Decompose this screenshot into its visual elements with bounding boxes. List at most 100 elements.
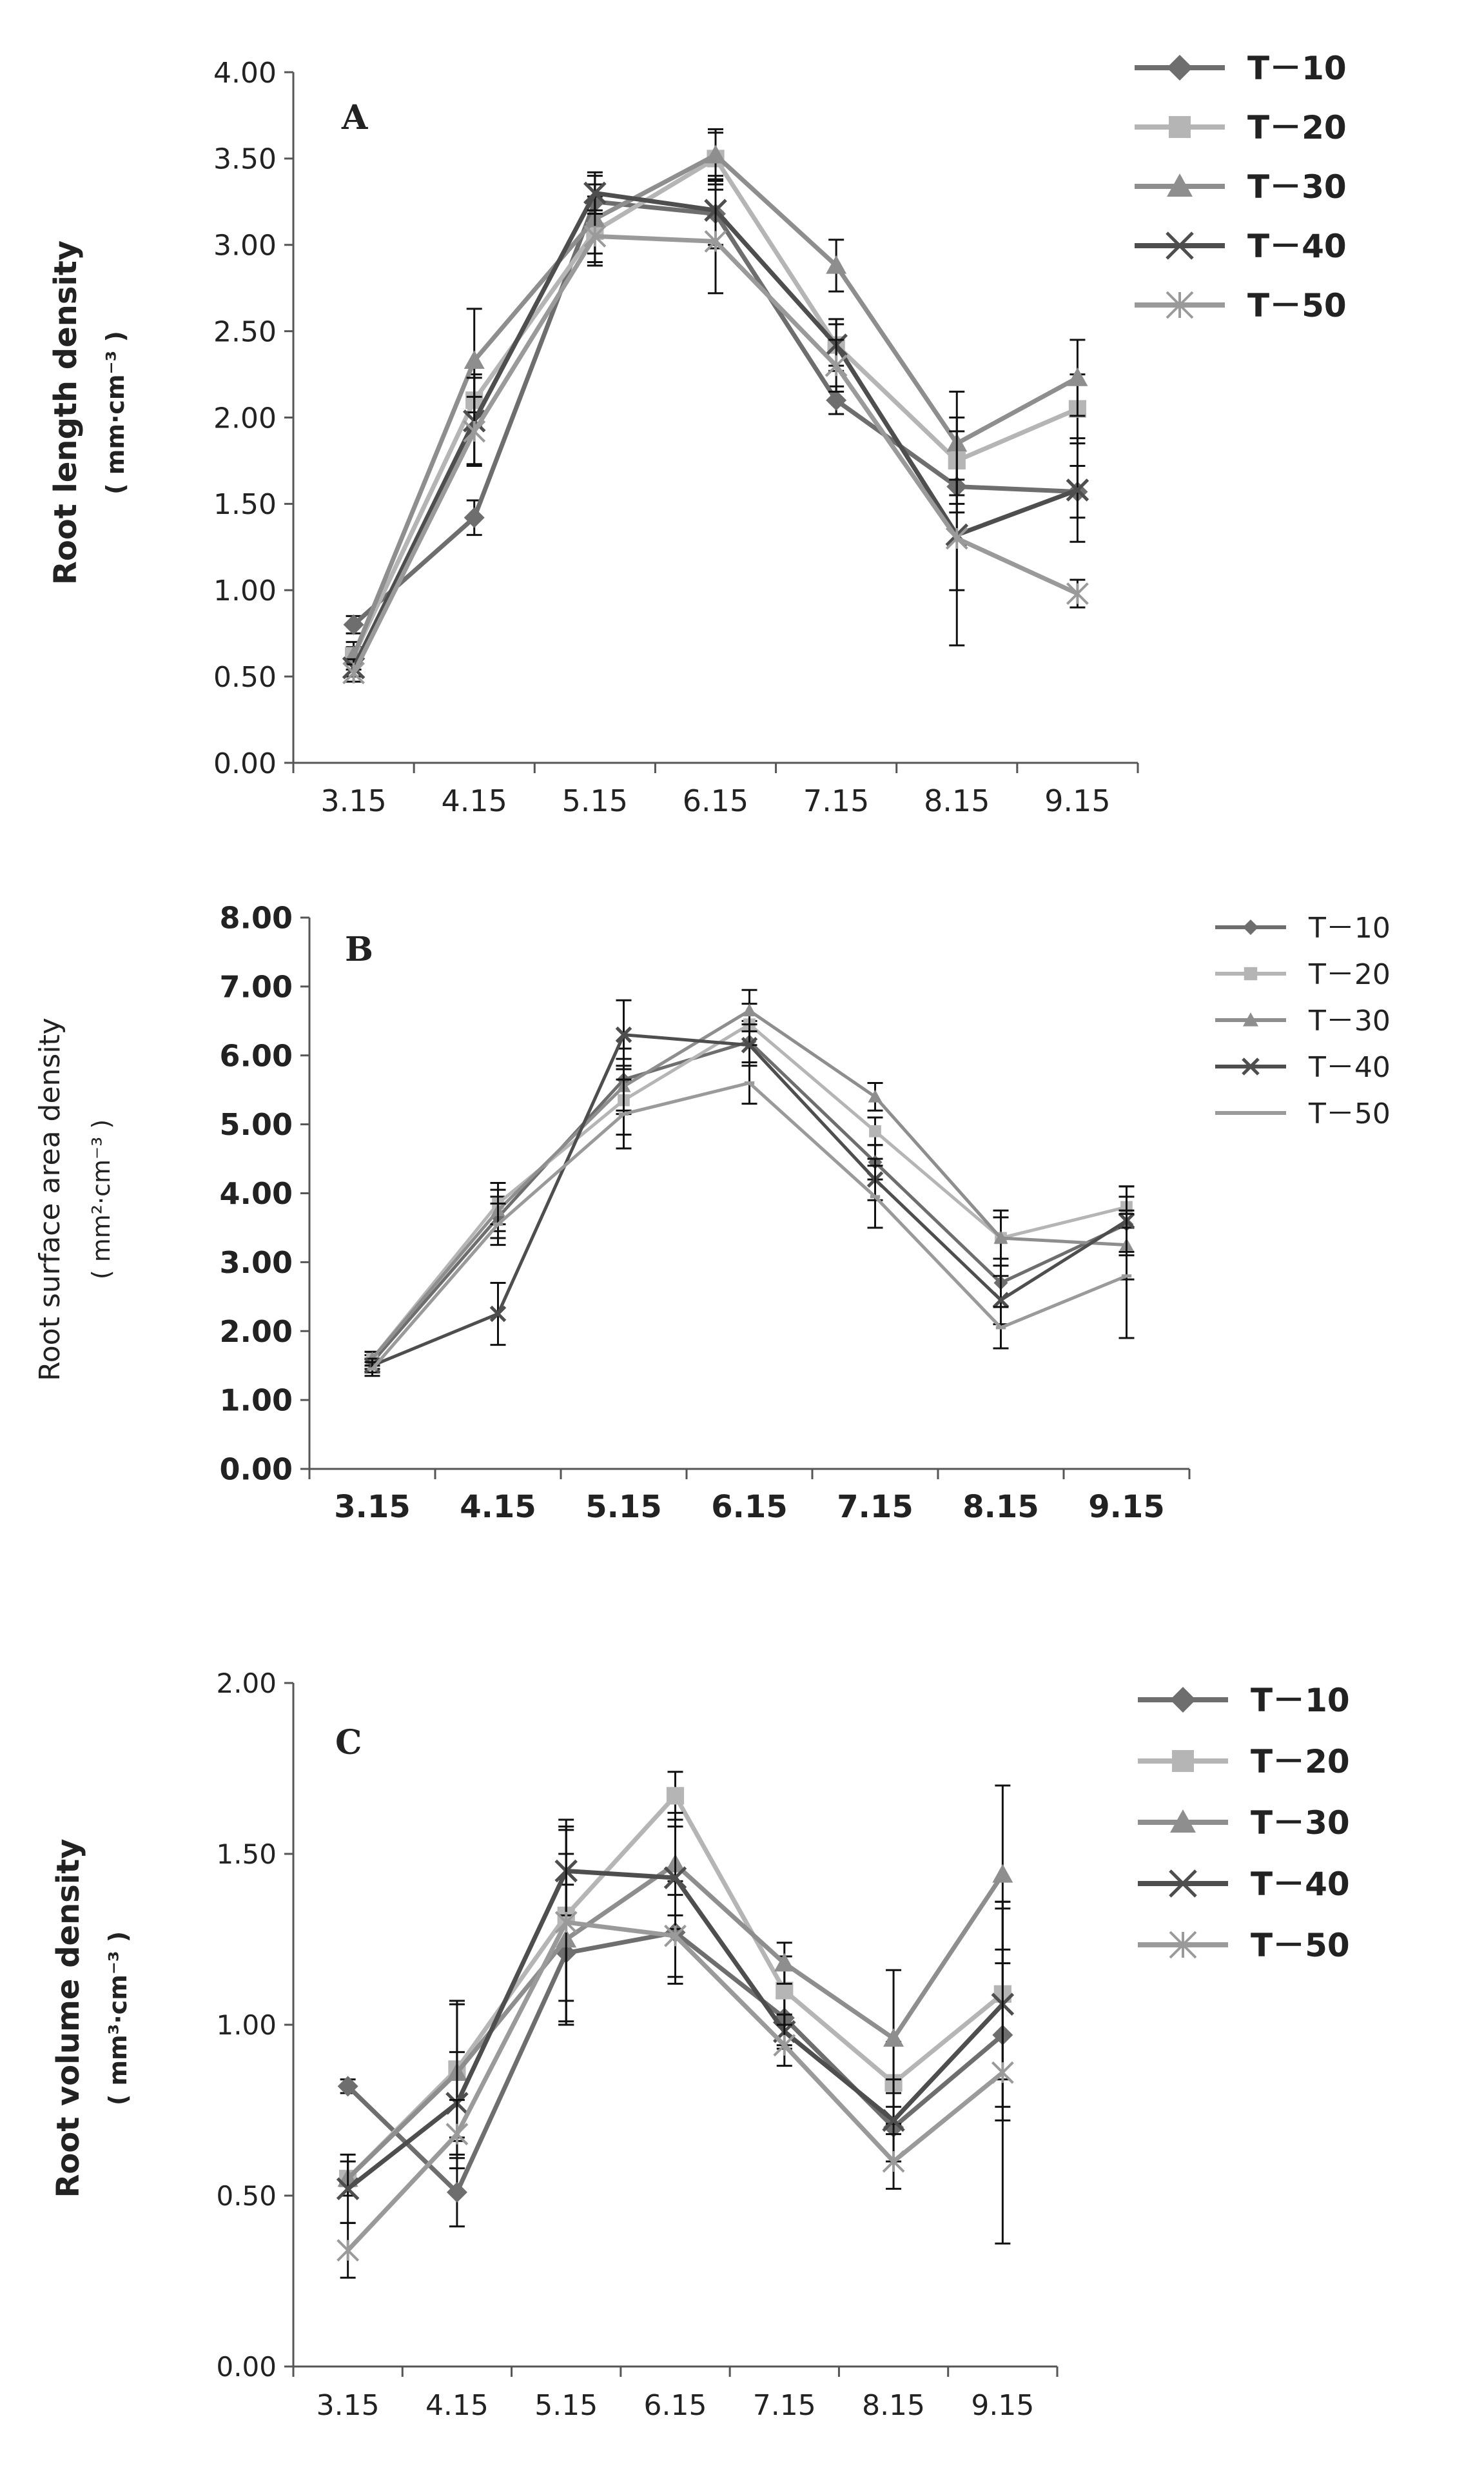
y-tick-label-a-4: 2.00	[213, 402, 277, 435]
y-tick-label-a-8: 4.00	[213, 57, 277, 90]
legend-label-a-0: T－10	[1247, 50, 1347, 87]
legend-label-a-3: T－40	[1247, 228, 1347, 265]
legend-marker-c-0	[1170, 1687, 1196, 1713]
x-tick-label-c-5: 8.15	[862, 2389, 925, 2422]
data-point-c-1-4	[776, 1982, 794, 2000]
data-point-c-3-5	[882, 2109, 905, 2132]
data-point-c-2-5	[883, 2028, 904, 2047]
legend-marker-c-3	[1169, 1869, 1197, 1898]
y-tick-label-a-3: 1.50	[213, 488, 277, 521]
x-tick-label-b-0: 3.15	[334, 1489, 410, 1525]
chart-panel-b: B Root surface area density ( mm²·cm⁻³ )…	[34, 901, 1391, 1525]
y-axis-unit-c: ( mm³·cm⁻³ )	[104, 1931, 132, 2105]
data-point-b-3-1	[489, 1305, 507, 1323]
data-point-b-2-4	[868, 1089, 883, 1103]
panel-label-b: B	[345, 930, 373, 969]
y-axis-title-b: Root surface area density	[34, 1018, 66, 1381]
y-tick-label-c-1: 0.50	[216, 2180, 277, 2212]
data-point-c-4-5	[882, 2150, 905, 2173]
legend-label-b-3: T－40	[1308, 1051, 1391, 1084]
data-point-b-3-2-stroke-b	[615, 1026, 632, 1043]
plot-area-a: 0.00 0.50 1.00 1.50 2.00 2.50 3.00 3.50 4.00 3.15…	[213, 50, 1347, 818]
legend-label-b-4: T－50	[1308, 1097, 1391, 1130]
data-point-c-4-3	[664, 1924, 687, 1947]
legend-label-a-4: T－50	[1247, 287, 1347, 324]
legend-label-b-0: T－10	[1308, 912, 1391, 945]
y-axis-unit-b: ( mm²·cm⁻³ )	[87, 1119, 115, 1279]
chart-panel-a: A Root length density ( mm·cm⁻³ ) 0.000.…	[48, 50, 1347, 818]
y-tick-label-b-3: 3.00	[220, 1245, 293, 1280]
data-point-c-2-4	[774, 1953, 795, 1972]
y-axis-unit-a: ( mm·cm⁻³ )	[101, 331, 130, 495]
legend-marker-b-3-stroke-b	[1242, 1058, 1260, 1076]
legend-label-b-1: T－20	[1308, 958, 1391, 991]
y-tick-label-b-5: 5.00	[220, 1107, 293, 1142]
plot-area-b: 0.00 1.00 2.00 3.00 4.00 5.00 6.00 7.00 8.00 3.15…	[220, 901, 1391, 1525]
panel-label-c: C	[335, 1723, 362, 1762]
legend-label-c-3: T－40	[1251, 1865, 1350, 1903]
data-point-c-0-1	[446, 2181, 467, 2203]
data-point-b-3-2	[615, 1026, 632, 1043]
legend-label-a-1: T－20	[1247, 109, 1347, 146]
data-point-b-3-5-stroke-b	[992, 1292, 1010, 1308]
y-tick-label-c-4: 2.00	[216, 1668, 277, 1699]
data-point-a-3-6	[1066, 478, 1089, 502]
data-point-a-3-2-stroke-b	[583, 181, 607, 205]
x-tick-label-a-2: 5.15	[562, 783, 628, 818]
data-point-b-1-4	[869, 1125, 881, 1137]
data-point-c-4-4	[773, 2034, 796, 2057]
y-tick-label-b-2: 2.00	[220, 1314, 293, 1349]
y-tick-label-a-7: 3.50	[213, 143, 277, 176]
legend-label-a-2: T－30	[1247, 168, 1347, 206]
series-a-4	[342, 188, 1089, 685]
legend-marker-a-4	[1166, 291, 1194, 319]
y-tick-label-c-3: 1.50	[216, 1838, 277, 1870]
legend-marker-b-0	[1243, 920, 1258, 935]
legend-label-c-2: T－30	[1251, 1804, 1350, 1842]
data-point-c-3-3-stroke-b	[663, 1866, 687, 1889]
data-point-b-3-1-stroke-b	[489, 1305, 507, 1323]
legend-marker-a-1	[1169, 116, 1191, 138]
legend-marker-b-1	[1244, 967, 1258, 981]
y-tick-label-c-0: 0.00	[216, 2351, 277, 2383]
x-tick-label-a-4: 7.15	[803, 783, 869, 818]
plot-area-c: 0.00 0.50 1.00 1.50 2.00 3.15 4.15 5.15 6.15 7.15…	[216, 1668, 1349, 2422]
data-point-c-3-0-stroke-b	[336, 2177, 360, 2201]
x-tick-label-c-6: 9.15	[971, 2389, 1034, 2422]
y-tick-label-c-2: 1.00	[216, 2009, 277, 2041]
data-point-a-4-3	[704, 230, 727, 253]
data-point-a-2-6	[1067, 367, 1088, 386]
data-point-c-3-5-stroke-b	[882, 2109, 905, 2132]
data-point-a-4-0	[342, 662, 365, 685]
legend-label-c-1: T－20	[1251, 1743, 1350, 1780]
legend-marker-c-3-stroke-b	[1169, 1869, 1197, 1898]
legend-marker-c-4	[1169, 1931, 1197, 1959]
data-point-b-3-3-stroke-b	[741, 1036, 758, 1054]
data-point-c-3-3	[663, 1866, 687, 1889]
y-tick-label-b-4: 4.00	[220, 1176, 293, 1211]
data-point-b-2-3	[742, 1003, 757, 1017]
x-tick-label-a-6: 9.15	[1044, 783, 1110, 818]
y-tick-label-b-8: 8.00	[220, 901, 293, 936]
y-tick-label-a-5: 2.50	[213, 315, 277, 348]
y-axis-title-c: Root volume density	[50, 1838, 86, 2198]
x-tick-label-b-3: 6.15	[711, 1489, 787, 1525]
series-c-4	[337, 1818, 1014, 2279]
data-point-c-1-3	[666, 1787, 685, 1805]
data-point-b-3-5	[992, 1292, 1010, 1308]
data-point-c-3-0	[336, 2177, 360, 2201]
legend-marker-a-0	[1167, 55, 1193, 81]
legend-label-b-2: T－30	[1308, 1005, 1391, 1038]
legend-marker-a-2	[1167, 173, 1193, 197]
x-tick-label-b-1: 4.15	[460, 1489, 536, 1525]
x-tick-label-c-3: 6.15	[644, 2389, 707, 2422]
data-point-a-0-1	[464, 507, 485, 528]
legend-marker-b-3	[1242, 1058, 1260, 1076]
x-tick-label-a-0: 3.15	[320, 783, 386, 818]
y-tick-label-a-0: 0.00	[213, 747, 277, 780]
y-tick-label-b-7: 7.00	[220, 969, 293, 1004]
x-tick-label-c-0: 3.15	[317, 2389, 380, 2422]
chart-panel-c: C Root volume density ( mm³·cm⁻³ ) 0.00 0…	[50, 1668, 1350, 2422]
